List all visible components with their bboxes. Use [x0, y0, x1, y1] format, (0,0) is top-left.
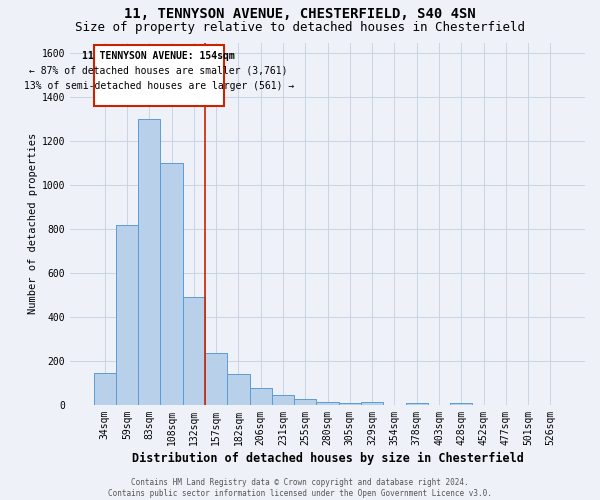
Text: 13% of semi-detached houses are larger (561) →: 13% of semi-detached houses are larger (…	[23, 80, 294, 90]
Bar	[116, 225, 138, 405]
Bar	[138, 120, 160, 405]
Bar	[294, 400, 316, 405]
Bar	[338, 403, 361, 405]
Bar	[94, 373, 116, 405]
Bar	[160, 164, 182, 405]
Text: ← 87% of detached houses are smaller (3,761): ← 87% of detached houses are smaller (3,…	[29, 66, 288, 76]
Text: 11 TENNYSON AVENUE: 154sqm: 11 TENNYSON AVENUE: 154sqm	[82, 51, 235, 61]
Bar	[450, 402, 472, 405]
Bar	[250, 388, 272, 405]
Bar	[94, 44, 224, 106]
Y-axis label: Number of detached properties: Number of detached properties	[28, 133, 38, 314]
Bar	[182, 297, 205, 405]
Text: 11, TENNYSON AVENUE, CHESTERFIELD, S40 4SN: 11, TENNYSON AVENUE, CHESTERFIELD, S40 4…	[124, 8, 476, 22]
Bar	[272, 395, 294, 405]
Text: Size of property relative to detached houses in Chesterfield: Size of property relative to detached ho…	[75, 21, 525, 34]
Bar	[406, 403, 428, 405]
Bar	[361, 402, 383, 405]
X-axis label: Distribution of detached houses by size in Chesterfield: Distribution of detached houses by size …	[131, 452, 523, 465]
Text: Contains HM Land Registry data © Crown copyright and database right 2024.
Contai: Contains HM Land Registry data © Crown c…	[108, 478, 492, 498]
Bar	[316, 402, 338, 405]
Bar	[205, 353, 227, 405]
Bar	[227, 374, 250, 405]
